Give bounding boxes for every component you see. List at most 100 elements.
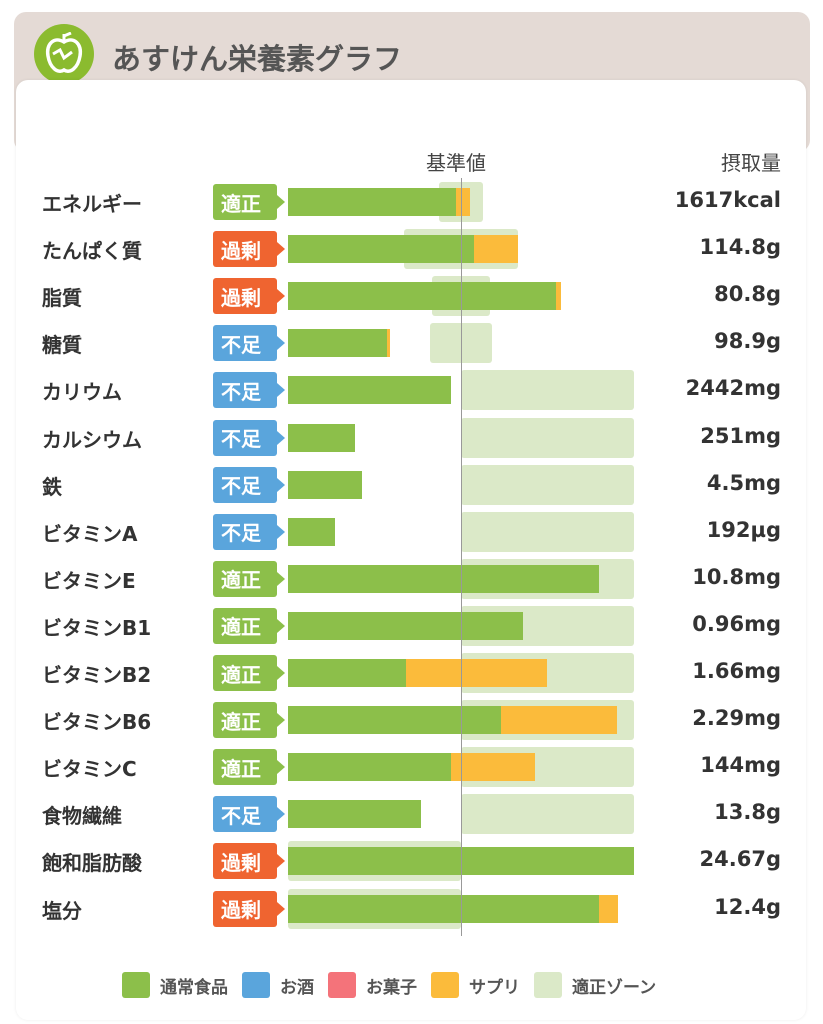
food-bar bbox=[288, 282, 557, 311]
nutrient-row: 食物繊維 不足 13.8g bbox=[0, 794, 823, 835]
optimal-zone bbox=[461, 370, 634, 411]
legend-item: 適正ゾーン bbox=[534, 972, 656, 998]
legend-label: 通常食品 bbox=[160, 977, 228, 998]
legend-item: お菓子 bbox=[328, 972, 417, 998]
nutrient-name: 鉄 bbox=[42, 474, 62, 499]
status-badge: 不足 bbox=[213, 513, 285, 550]
supplement-bar bbox=[455, 188, 470, 216]
intake-value: 144mg bbox=[700, 753, 781, 778]
nutrient-row: 脂質 過剰 80.8g bbox=[0, 276, 823, 317]
intake-value: 4.5mg bbox=[706, 470, 781, 495]
intake-value: 1617kcal bbox=[674, 188, 781, 212]
nutrient-row: 塩分 過剰 12.4g bbox=[0, 888, 823, 929]
legend-label: サプリ bbox=[469, 977, 520, 998]
legend-item: サプリ bbox=[431, 972, 520, 998]
nutrient-name: エネルギー bbox=[42, 192, 142, 216]
nutrient-name: ビタミンB6 bbox=[42, 710, 152, 735]
food-bar bbox=[288, 659, 406, 687]
nutrient-row: カルシウム 不足 251mg bbox=[0, 417, 823, 458]
status-badge: 適正 bbox=[213, 655, 285, 691]
nutrient-name: 脂質 bbox=[42, 286, 82, 311]
intake-value: 251mg bbox=[700, 423, 781, 448]
reference-line bbox=[461, 178, 462, 936]
nutrient-name: 飽和脂肪酸 bbox=[42, 851, 142, 876]
supplement-bar bbox=[556, 282, 562, 311]
nutrient-name: 食物繊維 bbox=[42, 804, 122, 829]
nutrient-name: ビタミンE bbox=[42, 568, 136, 593]
nutrient-row: ビタミンE 適正 10.8mg bbox=[0, 558, 823, 599]
food-bar bbox=[288, 235, 474, 264]
nutrient-row: 飽和脂肪酸 過剰 24.67g bbox=[0, 841, 823, 882]
intake-value: 24.67g bbox=[699, 847, 781, 872]
legend-label: お菓子 bbox=[366, 977, 417, 998]
intake-value: 10.8mg bbox=[692, 564, 781, 589]
legend-swatch bbox=[534, 972, 562, 998]
legend-item: 通常食品 bbox=[122, 972, 228, 998]
status-badge: 不足 bbox=[213, 372, 285, 409]
status-badge: 適正 bbox=[213, 184, 285, 220]
status-badge: 適正 bbox=[213, 560, 285, 597]
food-bar bbox=[288, 423, 356, 452]
status-badge: 過剰 bbox=[213, 231, 285, 268]
optimal-zone bbox=[461, 464, 634, 505]
legend-swatch bbox=[328, 972, 356, 998]
optimal-zone bbox=[429, 323, 493, 364]
intake-value: 192µg bbox=[706, 517, 781, 542]
food-bar bbox=[288, 800, 422, 829]
nutrient-row: 鉄 不足 4.5mg bbox=[0, 464, 823, 505]
apple-logo-icon bbox=[34, 24, 94, 84]
intake-value: 80.8g bbox=[714, 282, 781, 307]
status-badge: 過剰 bbox=[213, 890, 285, 927]
supplement-bar bbox=[599, 894, 619, 923]
supplement-bar bbox=[386, 329, 391, 358]
status-badge: 適正 bbox=[213, 749, 285, 786]
supplement-bar bbox=[405, 659, 548, 687]
legend-label: お酒 bbox=[280, 977, 314, 998]
legend-swatch bbox=[242, 972, 270, 998]
food-bar bbox=[288, 611, 524, 640]
nutrient-name: カルシウム bbox=[42, 427, 142, 452]
food-bar bbox=[288, 188, 456, 216]
status-badge: 不足 bbox=[213, 796, 285, 833]
status-badge: 不足 bbox=[213, 466, 285, 503]
food-bar bbox=[288, 706, 501, 735]
nutrient-name: ビタミンB1 bbox=[42, 615, 152, 640]
food-bar bbox=[288, 376, 451, 405]
nutrient-name: 塩分 bbox=[42, 898, 82, 923]
intake-value: 12.4g bbox=[714, 894, 781, 919]
optimal-zone bbox=[461, 794, 634, 835]
nutrient-row: ビタミンC 適正 144mg bbox=[0, 747, 823, 788]
intake-value: 13.8g bbox=[714, 800, 781, 825]
legend: 通常食品 お酒 お菓子 サプリ 適正ゾーン bbox=[122, 972, 670, 998]
food-bar bbox=[288, 329, 387, 358]
intake-value: 1.66mg bbox=[692, 659, 781, 683]
optimal-zone bbox=[461, 417, 634, 458]
food-bar bbox=[288, 470, 363, 499]
reference-label: 基準値 bbox=[426, 151, 486, 175]
nutrient-name: カリウム bbox=[42, 380, 122, 405]
nutrient-row: ビタミンB1 適正 0.96mg bbox=[0, 605, 823, 646]
legend-label: 適正ゾーン bbox=[572, 977, 657, 998]
nutrient-row: 糖質 不足 98.9g bbox=[0, 323, 823, 364]
nutrient-name: ビタミンC bbox=[42, 757, 137, 782]
supplement-bar bbox=[500, 706, 617, 735]
intake-value: 114.8g bbox=[699, 235, 781, 260]
optimal-zone bbox=[461, 511, 634, 552]
intake-value: 0.96mg bbox=[692, 611, 781, 636]
nutrient-name: たんぱく質 bbox=[42, 239, 142, 264]
nutrient-row: エネルギー 適正 1617kcal bbox=[0, 182, 823, 222]
nutrient-name: 糖質 bbox=[42, 333, 82, 358]
intake-value: 2.29mg bbox=[692, 706, 781, 731]
nutrient-row: たんぱく質 過剰 114.8g bbox=[0, 229, 823, 270]
food-bar bbox=[288, 564, 600, 593]
food-bar bbox=[288, 753, 451, 782]
status-badge: 過剰 bbox=[213, 843, 285, 880]
intake-value: 2442mg bbox=[685, 376, 781, 401]
status-badge: 適正 bbox=[213, 702, 285, 739]
status-badge: 不足 bbox=[213, 325, 285, 362]
page-title: あすけん栄養素グラフ bbox=[112, 42, 403, 76]
nutrient-row: ビタミンA 不足 192µg bbox=[0, 511, 823, 552]
legend-swatch bbox=[122, 972, 150, 998]
nutrient-row: カリウム 不足 2442mg bbox=[0, 370, 823, 411]
status-badge: 不足 bbox=[213, 419, 285, 456]
